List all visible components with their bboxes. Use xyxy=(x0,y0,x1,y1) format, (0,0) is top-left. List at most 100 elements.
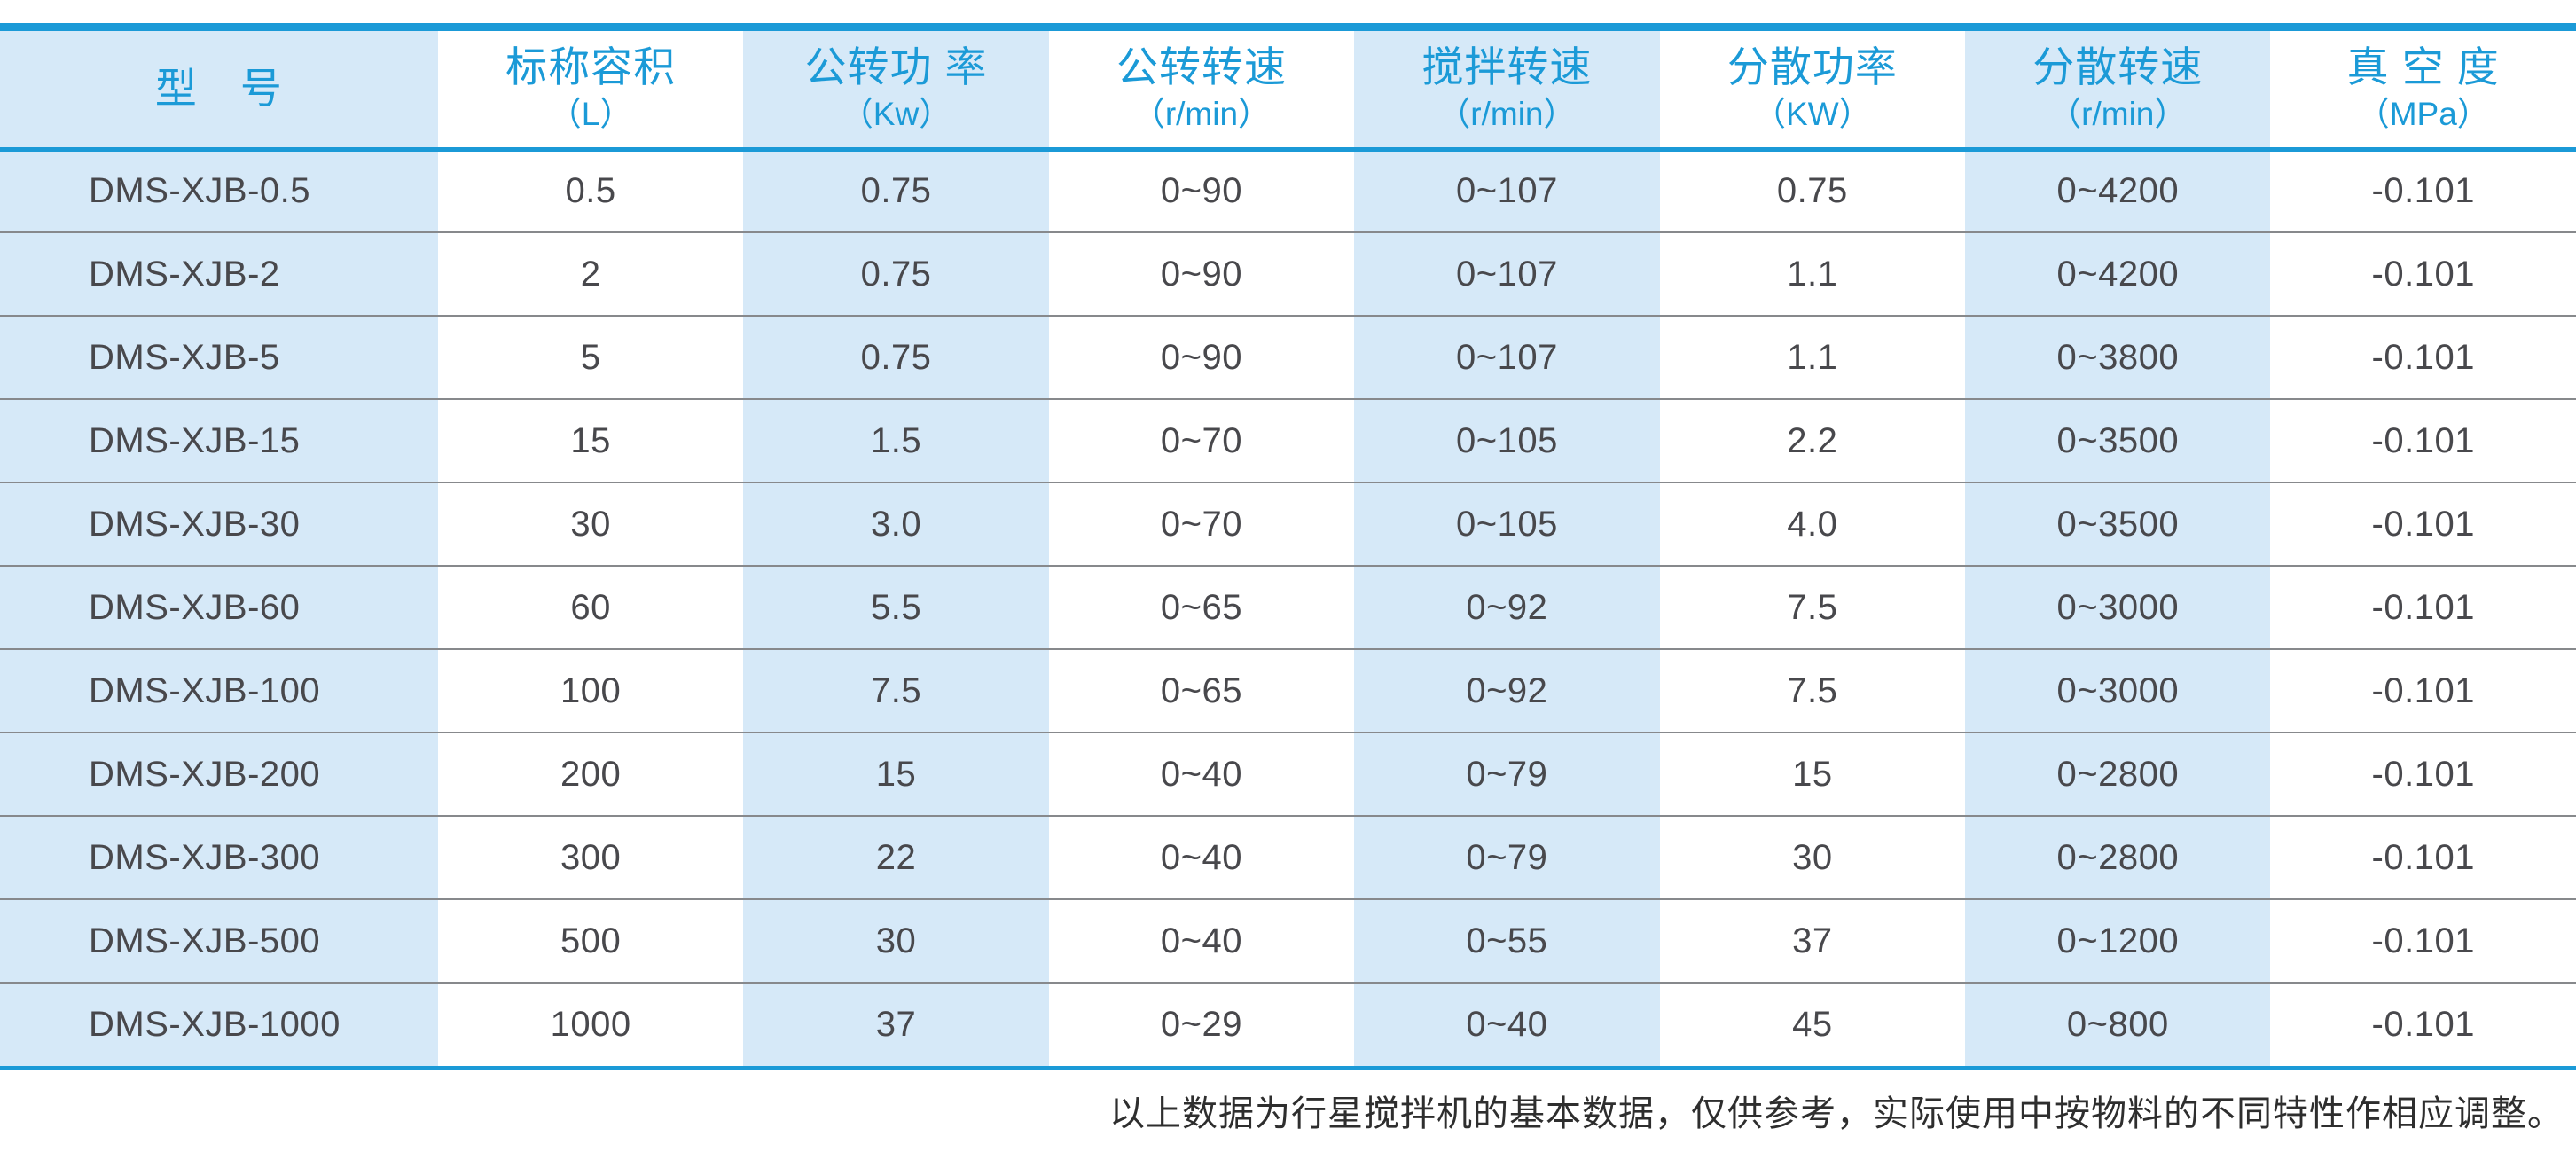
cell-revolution-speed: 0~29 xyxy=(1048,982,1355,1066)
cell-model: DMS-XJB-200 xyxy=(0,732,438,816)
cell-nominal-volume: 200 xyxy=(437,732,744,816)
header-row: 型 号 标称容积 （L） 公转功 率 （Kw） 公转转速 （r/min） 搅拌转… xyxy=(0,31,2576,152)
header-title: 公转功 率 xyxy=(804,43,988,91)
cell-stirring-speed: 0~92 xyxy=(1354,648,1660,733)
cell-revolution-speed: 0~65 xyxy=(1048,565,1355,649)
cell-model: DMS-XJB-100 xyxy=(0,648,438,733)
cell-stirring-speed: 0~79 xyxy=(1354,815,1660,899)
cell-dispersion-speed: 0~4200 xyxy=(1965,149,2271,232)
cell-revolution-speed: 0~90 xyxy=(1048,149,1355,232)
footnote: 以上数据为行星搅拌机的基本数据，仅供参考，实际使用中按物料的不同特性作相应调整。 xyxy=(1109,1093,2564,1133)
cell-dispersion-power: 4.0 xyxy=(1659,482,1966,566)
cell-nominal-volume: 300 xyxy=(437,815,744,899)
header-unit: （MPa） xyxy=(2356,96,2490,133)
cell-vacuum-degree: -0.101 xyxy=(2270,898,2576,983)
cell-dispersion-power: 0.75 xyxy=(1659,149,1966,232)
cell-stirring-speed: 0~79 xyxy=(1354,732,1660,816)
table-row: DMS-XJB-100 100 7.5 0~65 0~92 7.5 0~3000… xyxy=(0,648,2576,733)
cell-model: DMS-XJB-30 xyxy=(0,482,438,566)
header-unit: （KW） xyxy=(1753,96,1872,133)
cell-vacuum-degree: -0.101 xyxy=(2270,815,2576,899)
cell-dispersion-power: 45 xyxy=(1659,982,1966,1066)
cell-revolution-power: 0.75 xyxy=(743,231,1049,316)
table-body: DMS-XJB-0.5 0.5 0.75 0~90 0~107 0.75 0~4… xyxy=(0,149,2576,1066)
table-header: 型 号 标称容积 （L） 公转功 率 （Kw） 公转转速 （r/min） 搅拌转… xyxy=(0,31,2576,152)
cell-stirring-speed: 0~55 xyxy=(1354,898,1660,983)
header-unit: （r/min） xyxy=(2048,96,2188,133)
cell-vacuum-degree: -0.101 xyxy=(2270,149,2576,232)
cell-model: DMS-XJB-2 xyxy=(0,231,438,316)
table-row: DMS-XJB-2 2 0.75 0~90 0~107 1.1 0~4200 -… xyxy=(0,231,2576,316)
cell-dispersion-power: 2.2 xyxy=(1659,398,1966,482)
cell-nominal-volume: 2 xyxy=(437,231,744,316)
cell-revolution-power: 0.75 xyxy=(743,149,1049,232)
header-unit: （L） xyxy=(548,96,633,133)
cell-stirring-speed: 0~40 xyxy=(1354,982,1660,1066)
cell-dispersion-power: 30 xyxy=(1659,815,1966,899)
cell-dispersion-power: 15 xyxy=(1659,732,1966,816)
cell-stirring-speed: 0~107 xyxy=(1354,315,1660,399)
cell-revolution-power: 37 xyxy=(743,982,1049,1066)
cell-dispersion-power: 1.1 xyxy=(1659,231,1966,316)
table-row: DMS-XJB-60 60 5.5 0~65 0~92 7.5 0~3000 -… xyxy=(0,565,2576,649)
cell-revolution-speed: 0~90 xyxy=(1048,231,1355,316)
cell-vacuum-degree: -0.101 xyxy=(2270,315,2576,399)
table-row: DMS-XJB-200 200 15 0~40 0~79 15 0~2800 -… xyxy=(0,732,2576,816)
col-header-revolution-speed: 公转转速 （r/min） xyxy=(1048,31,1355,152)
header-unit: （Kw） xyxy=(840,96,952,133)
cell-nominal-volume: 15 xyxy=(437,398,744,482)
cell-dispersion-power: 7.5 xyxy=(1659,648,1966,733)
cell-dispersion-power: 7.5 xyxy=(1659,565,1966,649)
cell-dispersion-speed: 0~3500 xyxy=(1965,482,2271,566)
cell-model: DMS-XJB-60 xyxy=(0,565,438,649)
cell-nominal-volume: 1000 xyxy=(437,982,744,1066)
spec-table-container: 型 号 标称容积 （L） 公转功 率 （Kw） 公转转速 （r/min） 搅拌转… xyxy=(0,23,2576,1070)
cell-stirring-speed: 0~105 xyxy=(1354,482,1660,566)
cell-revolution-speed: 0~65 xyxy=(1048,648,1355,733)
cell-revolution-speed: 0~90 xyxy=(1048,315,1355,399)
cell-revolution-power: 0.75 xyxy=(743,315,1049,399)
cell-nominal-volume: 0.5 xyxy=(437,149,744,232)
cell-revolution-speed: 0~40 xyxy=(1048,898,1355,983)
cell-revolution-power: 1.5 xyxy=(743,398,1049,482)
table-row: DMS-XJB-30 30 3.0 0~70 0~105 4.0 0~3500 … xyxy=(0,482,2576,566)
cell-nominal-volume: 30 xyxy=(437,482,744,566)
cell-revolution-power: 22 xyxy=(743,815,1049,899)
header-unit: （r/min） xyxy=(1437,96,1577,133)
table-row: DMS-XJB-0.5 0.5 0.75 0~90 0~107 0.75 0~4… xyxy=(0,149,2576,232)
col-header-model: 型 号 xyxy=(0,31,438,152)
cell-model: DMS-XJB-15 xyxy=(0,398,438,482)
cell-revolution-power: 5.5 xyxy=(743,565,1049,649)
cell-dispersion-speed: 0~1200 xyxy=(1965,898,2271,983)
cell-dispersion-speed: 0~3500 xyxy=(1965,398,2271,482)
cell-stirring-speed: 0~107 xyxy=(1354,149,1660,232)
cell-vacuum-degree: -0.101 xyxy=(2270,231,2576,316)
cell-stirring-speed: 0~107 xyxy=(1354,231,1660,316)
header-title: 型 号 xyxy=(154,65,283,113)
cell-dispersion-speed: 0~3000 xyxy=(1965,648,2271,733)
cell-model: DMS-XJB-5 xyxy=(0,315,438,399)
cell-vacuum-degree: -0.101 xyxy=(2270,732,2576,816)
cell-vacuum-degree: -0.101 xyxy=(2270,398,2576,482)
cell-revolution-speed: 0~70 xyxy=(1048,398,1355,482)
cell-revolution-speed: 0~40 xyxy=(1048,732,1355,816)
cell-nominal-volume: 100 xyxy=(437,648,744,733)
cell-model: DMS-XJB-0.5 xyxy=(0,149,438,232)
col-header-vacuum-degree: 真 空 度 （MPa） xyxy=(2270,31,2576,152)
header-title: 公转转速 xyxy=(1116,43,1287,91)
cell-dispersion-power: 1.1 xyxy=(1659,315,1966,399)
header-title: 搅拌转速 xyxy=(1421,43,1593,91)
cell-vacuum-degree: -0.101 xyxy=(2270,982,2576,1066)
header-title: 分散功率 xyxy=(1726,43,1898,91)
cell-stirring-speed: 0~92 xyxy=(1354,565,1660,649)
table-row: DMS-XJB-5 5 0.75 0~90 0~107 1.1 0~3800 -… xyxy=(0,315,2576,399)
cell-dispersion-speed: 0~3000 xyxy=(1965,565,2271,649)
cell-dispersion-speed: 0~2800 xyxy=(1965,815,2271,899)
spec-table: 型 号 标称容积 （L） 公转功 率 （Kw） 公转转速 （r/min） 搅拌转… xyxy=(0,31,2576,1066)
cell-dispersion-power: 37 xyxy=(1659,898,1966,983)
header-title: 真 空 度 xyxy=(2346,43,2500,91)
cell-vacuum-degree: -0.101 xyxy=(2270,482,2576,566)
cell-dispersion-speed: 0~2800 xyxy=(1965,732,2271,816)
cell-model: DMS-XJB-1000 xyxy=(0,982,438,1066)
cell-model: DMS-XJB-500 xyxy=(0,898,438,983)
